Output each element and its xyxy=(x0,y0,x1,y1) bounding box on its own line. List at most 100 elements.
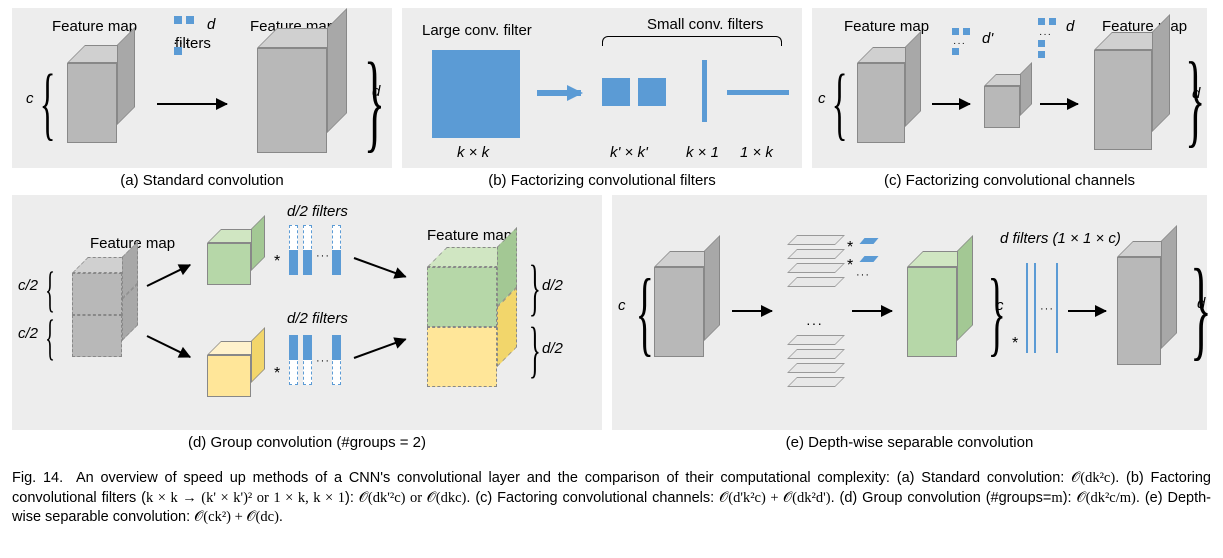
dots-d-b: ··· xyxy=(316,355,330,367)
arrow-e3 xyxy=(1068,310,1106,312)
arrow-d-out-up xyxy=(354,257,406,278)
cap-b-post: ): xyxy=(345,490,359,506)
star-e3: * xyxy=(1012,335,1018,353)
label-c2a: c/2 xyxy=(18,277,38,294)
figure-caption: Fig. 14. An overview of speed up methods… xyxy=(12,469,1211,528)
label-d2a: d/2 xyxy=(542,277,563,294)
filter-sq-a1 xyxy=(174,16,182,24)
label-kpkp-b: k' × k' xyxy=(610,144,648,161)
arrow-d-up xyxy=(147,264,191,287)
panel-b: Large conv. filter Small conv. filters k… xyxy=(402,8,802,168)
filter-sq-c-d2 xyxy=(1049,18,1056,25)
cap-d-post: ): xyxy=(1063,490,1077,506)
label-d-a: d xyxy=(207,16,215,33)
cap-d-pre: . (d) Group convolution (#groups= xyxy=(831,490,1052,506)
bbar-d-t2 xyxy=(303,250,312,275)
cap-b-mid: k × k → (k' × k')² or 1 × k, k × 1 xyxy=(146,490,345,506)
panel-d-wrap: Feature map Feature map d/2 filters d/2 … xyxy=(12,195,602,451)
sq-e2 xyxy=(859,256,878,262)
label-c-e: c xyxy=(618,297,626,314)
overbrace-b xyxy=(602,36,782,46)
label-c2b: c/2 xyxy=(18,325,38,342)
label-d2f-top: d/2 filters xyxy=(287,203,348,220)
dots-d-t: ··· xyxy=(316,250,330,262)
panel-c: Feature map Feature map d' d { c ··· ··· xyxy=(812,8,1207,168)
label-d-right-c: d xyxy=(1192,85,1200,102)
large-filter-b xyxy=(432,50,520,138)
label-1xk-b: 1 × k xyxy=(740,144,773,161)
bar-kx1-b xyxy=(702,60,707,122)
dots-e-sq: ··· xyxy=(856,269,870,281)
small-filter-b1 xyxy=(602,78,630,106)
vline-e2 xyxy=(1034,263,1036,353)
brace-c-a: { xyxy=(40,56,56,150)
label-small-b: Small conv. filters xyxy=(647,16,763,33)
arrow-e1 xyxy=(732,310,772,312)
panel-c-wrap: Feature map Feature map d' d { c ··· ··· xyxy=(812,8,1207,189)
arrow-c2 xyxy=(1040,103,1078,105)
label-fm-in-a: Feature map xyxy=(52,18,137,35)
vline-e3 xyxy=(1056,263,1058,353)
label-kk-b: k × k xyxy=(457,144,489,161)
bbar-d-b3 xyxy=(332,335,341,360)
cap-end: . xyxy=(279,509,283,525)
caption-a: (a) Standard convolution xyxy=(120,172,283,189)
filter-dots-c-d: ··· xyxy=(1039,29,1052,40)
panel-e: d filters (1 × 1 × c) { c ··· xyxy=(612,195,1207,430)
fig-num: Fig. 14. xyxy=(12,470,63,486)
sq-e1 xyxy=(859,238,878,244)
filter-sq-c-d4 xyxy=(1038,51,1045,58)
panel-e-wrap: d filters (1 × 1 × c) { c ··· xyxy=(612,195,1207,451)
brace-d2b: } xyxy=(529,315,541,386)
label-d2b: d/2 xyxy=(542,340,563,357)
label-d-right-a: d xyxy=(372,83,380,100)
caption-e: (e) Depth-wise separable convolution xyxy=(786,434,1034,451)
row-2: Feature map Feature map d/2 filters d/2 … xyxy=(12,195,1211,451)
arrow-e2 xyxy=(852,310,892,312)
bar-1xk-b xyxy=(727,90,789,95)
vline-e1 xyxy=(1026,263,1028,353)
caption-b: (b) Factorizing convolutional filters xyxy=(488,172,716,189)
cap-d-m: m xyxy=(1051,490,1062,506)
filter-sq-c-dp2 xyxy=(963,28,970,35)
cap-d-math: 𝒪(dk²c/m) xyxy=(1076,490,1135,506)
brace-c2b: { xyxy=(45,308,55,366)
bbar-d-t3 xyxy=(332,250,341,275)
panel-d: Feature map Feature map d/2 filters d/2 … xyxy=(12,195,602,430)
label-large-b: Large conv. filter xyxy=(422,22,532,39)
star-d-top: * xyxy=(274,253,280,271)
label-fm-out-d: Feature map xyxy=(427,227,512,244)
label-c-a: c xyxy=(26,90,34,107)
brace-d-a: } xyxy=(364,38,385,165)
star-e2: * xyxy=(847,257,853,275)
brace-d2a: } xyxy=(529,253,541,324)
label-dfilters-e: d filters (1 × 1 × c) xyxy=(1000,230,1121,247)
label-c-c: c xyxy=(818,90,826,107)
panel-a-wrap: Feature map Feature map d filters { c ··… xyxy=(12,8,392,189)
arrow-c1 xyxy=(932,103,970,105)
label-d-c: d xyxy=(1066,18,1074,35)
bbar-d-b1 xyxy=(289,335,298,360)
cap-e-math: 𝒪(ck²) + 𝒪(dc) xyxy=(194,509,279,525)
caption-d: (d) Group convolution (#groups = 2) xyxy=(188,434,426,451)
label-kx1-b: k × 1 xyxy=(686,144,719,161)
arrow-d-dn xyxy=(147,335,191,358)
cap-b-math: 𝒪(dk'²c) or 𝒪(dkc) xyxy=(359,490,467,506)
label-dp-c: d' xyxy=(982,30,993,47)
label-c2-e: c xyxy=(996,297,1004,314)
cap-intro: An overview of speed up methods of a CNN… xyxy=(76,470,1071,486)
filter-sq-c-d1 xyxy=(1038,18,1045,25)
brace-c-e: { xyxy=(636,257,654,367)
star-d-bot: * xyxy=(274,365,280,383)
filter-sq-c-dp1 xyxy=(952,28,959,35)
label-d2f-bot: d/2 filters xyxy=(287,310,348,327)
label-fm-in-c: Feature map xyxy=(844,18,929,35)
filter-sq-c-dp3 xyxy=(952,48,959,55)
label-d-e: d xyxy=(1197,295,1205,312)
cap-a-math: 𝒪(dk²c) xyxy=(1071,470,1115,486)
brace-c-c: { xyxy=(832,56,848,150)
bbar-d-t1 xyxy=(289,250,298,275)
row-1: Feature map Feature map d filters { c ··… xyxy=(12,8,1211,189)
panel-b-wrap: Large conv. filter Small conv. filters k… xyxy=(402,8,802,189)
arrow-b xyxy=(537,90,581,96)
